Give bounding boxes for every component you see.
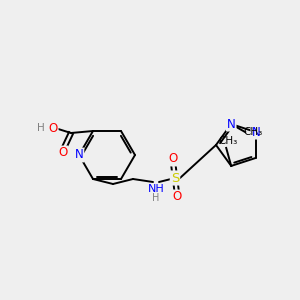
Text: H: H xyxy=(37,123,45,133)
Text: S: S xyxy=(171,172,179,184)
Text: H: H xyxy=(152,193,160,203)
Text: O: O xyxy=(168,152,178,166)
Text: O: O xyxy=(48,122,58,134)
Text: NH: NH xyxy=(148,184,164,194)
Text: CH₃: CH₃ xyxy=(244,127,263,137)
Text: O: O xyxy=(172,190,182,203)
Text: N: N xyxy=(75,148,83,161)
Text: O: O xyxy=(58,146,68,160)
Text: CH₃: CH₃ xyxy=(219,136,238,146)
Text: N: N xyxy=(227,118,236,130)
Text: N: N xyxy=(251,126,260,139)
